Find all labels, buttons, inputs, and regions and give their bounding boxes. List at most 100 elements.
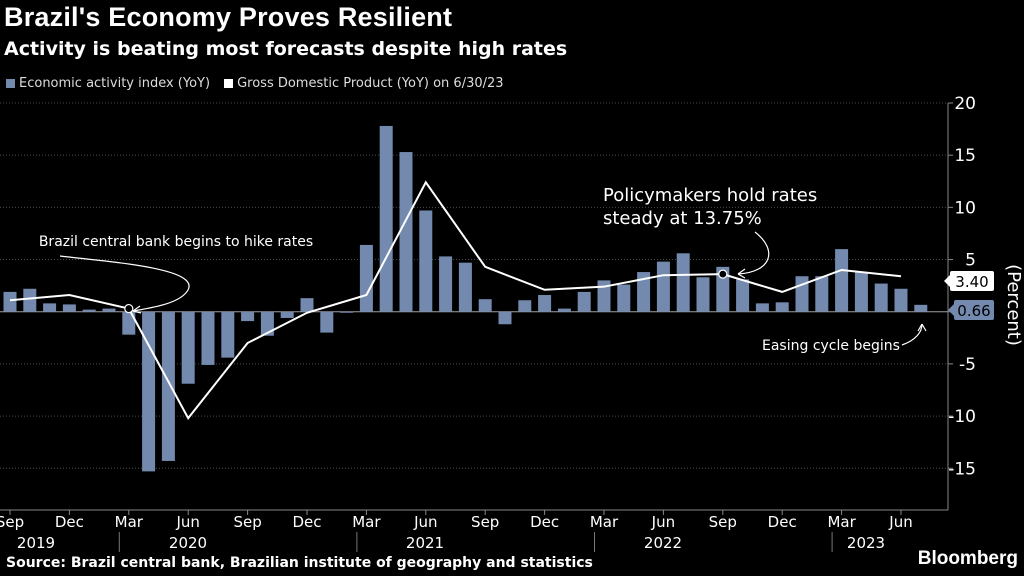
bar bbox=[379, 125, 393, 312]
x-tick-label: Dec bbox=[292, 513, 321, 531]
gdp-value-pointer bbox=[944, 275, 950, 287]
legend-swatch-activity bbox=[6, 79, 15, 88]
legend-swatch-gdp bbox=[224, 79, 234, 88]
bar bbox=[577, 291, 591, 312]
x-tick-label: Sep bbox=[709, 513, 737, 531]
bar bbox=[241, 311, 255, 322]
bar bbox=[280, 311, 294, 318]
annotation-hold-line1: Policymakers hold rates bbox=[603, 185, 817, 206]
bar bbox=[835, 249, 849, 312]
bar bbox=[854, 272, 868, 312]
bar bbox=[815, 276, 829, 312]
bar bbox=[597, 280, 611, 312]
bar bbox=[23, 288, 37, 312]
x-tick-label: Sep bbox=[0, 513, 24, 531]
x-tick-label: Dec bbox=[768, 513, 797, 531]
legend-label-gdp: Gross Domestic Product (YoY) on 6/30/23 bbox=[237, 76, 504, 91]
annotation-hike: Brazil central bank begins to hike rates bbox=[39, 234, 313, 250]
bar bbox=[775, 302, 789, 312]
legend-item-activity: Economic activity index (YoY) bbox=[6, 76, 210, 91]
x-tick-label: Mar bbox=[590, 513, 619, 531]
bar bbox=[320, 311, 334, 333]
x-year-label: 2020 bbox=[169, 534, 207, 552]
bar bbox=[260, 311, 274, 336]
annotation-hold-arrow bbox=[737, 231, 770, 275]
activity-value-label: 0.66 bbox=[957, 302, 990, 320]
bar bbox=[538, 295, 552, 312]
x-tick-label: Dec bbox=[55, 513, 84, 531]
bar bbox=[3, 291, 17, 312]
bar bbox=[439, 256, 453, 312]
bar bbox=[221, 311, 235, 358]
y-tick-label: 15 bbox=[954, 146, 976, 166]
activity-value-pointer bbox=[948, 304, 954, 316]
bar bbox=[696, 277, 710, 312]
legend-item-gdp: Gross Domestic Product (YoY) on 6/30/23 bbox=[224, 76, 504, 91]
bar bbox=[617, 284, 631, 312]
bar bbox=[340, 311, 354, 313]
gdp-line bbox=[9, 180, 902, 420]
bar bbox=[201, 311, 215, 365]
bar bbox=[795, 276, 809, 312]
bar bbox=[676, 253, 690, 312]
x-year-label: 2022 bbox=[644, 534, 682, 552]
bar bbox=[637, 272, 651, 312]
chart-title: Brazil's Economy Proves Resilient bbox=[4, 2, 453, 32]
bar bbox=[716, 266, 730, 312]
y-tick-label: -15 bbox=[948, 459, 976, 479]
bar bbox=[874, 283, 888, 312]
annotation-hold-line2: steady at 13.75% bbox=[603, 208, 762, 229]
bar bbox=[914, 304, 928, 312]
x-year-label: 2021 bbox=[406, 534, 444, 552]
bar bbox=[458, 262, 472, 312]
source-note: Source: Brazil central bank, Brazilian i… bbox=[6, 555, 593, 571]
y-tick-label: -5 bbox=[959, 355, 976, 375]
y-tick-label: 20 bbox=[954, 94, 976, 114]
bar bbox=[300, 298, 314, 312]
x-tick-label: Jun bbox=[175, 513, 199, 531]
x-tick-label: Jun bbox=[888, 513, 912, 531]
y-axis-label: (Percent) bbox=[1003, 264, 1024, 346]
x-tick-label: Jun bbox=[413, 513, 437, 531]
bar bbox=[122, 311, 136, 335]
annotation-hold-arrowhead bbox=[737, 268, 746, 279]
legend: Economic activity index (YoY) Gross Dome… bbox=[6, 76, 504, 91]
x-tick-label: Jun bbox=[651, 513, 675, 531]
activity-value-box bbox=[954, 300, 994, 320]
bar bbox=[359, 244, 373, 312]
chart-subtitle: Activity is beating most forecasts despi… bbox=[4, 38, 568, 60]
x-tick-label: Sep bbox=[471, 513, 499, 531]
hike-marker bbox=[124, 303, 134, 314]
annotation-easing: Easing cycle begins bbox=[762, 338, 900, 354]
bar bbox=[399, 152, 413, 312]
bar bbox=[82, 309, 96, 312]
bar bbox=[102, 308, 116, 312]
x-year-label: 2019 bbox=[17, 534, 55, 552]
bar bbox=[161, 311, 175, 461]
annotation-easing-arrow bbox=[901, 323, 923, 346]
y-tick-label: -10 bbox=[948, 407, 976, 427]
x-tick-label: Sep bbox=[233, 513, 261, 531]
bar bbox=[181, 311, 195, 384]
gdp-value-label: 3.40 bbox=[955, 273, 988, 291]
y-tick-label: 5 bbox=[965, 251, 976, 271]
bar bbox=[518, 300, 532, 312]
bar bbox=[736, 279, 750, 312]
hold-marker bbox=[718, 269, 728, 279]
annotation-hike-arrowhead bbox=[132, 305, 142, 314]
gdp-value-box bbox=[950, 271, 994, 291]
x-tick-label: Mar bbox=[827, 513, 856, 531]
bar bbox=[894, 288, 908, 312]
x-year-label: 2023 bbox=[847, 534, 885, 552]
bar bbox=[43, 303, 57, 312]
x-tick-label: Dec bbox=[530, 513, 559, 531]
bar bbox=[557, 308, 571, 312]
bar bbox=[62, 304, 76, 312]
bar bbox=[498, 311, 512, 325]
bar bbox=[656, 261, 670, 312]
annotation-hike-arrow bbox=[59, 255, 190, 312]
bloomberg-logo: Bloomberg bbox=[917, 548, 1018, 569]
bar bbox=[419, 210, 433, 312]
legend-label-activity: Economic activity index (YoY) bbox=[19, 76, 211, 91]
